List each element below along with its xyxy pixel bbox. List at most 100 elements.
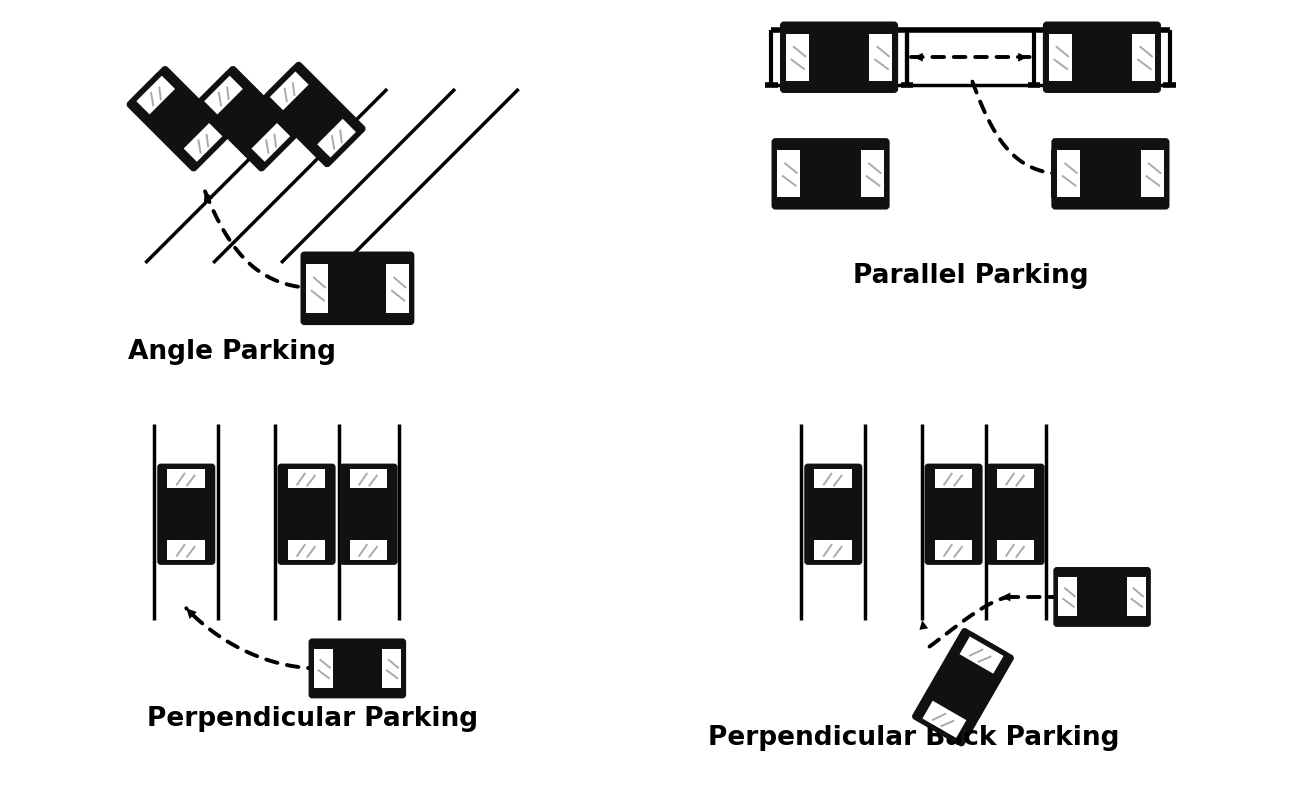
- Bar: [1141, 150, 1163, 198]
- Bar: [923, 701, 967, 738]
- Bar: [265, 138, 294, 166]
- Bar: [814, 464, 853, 466]
- Text: Angle Parking: Angle Parking: [128, 339, 336, 365]
- Bar: [198, 138, 226, 166]
- FancyArrowPatch shape: [920, 620, 928, 645]
- Bar: [996, 540, 1034, 560]
- Bar: [1043, 34, 1046, 81]
- FancyArrowPatch shape: [204, 190, 214, 202]
- Bar: [861, 150, 884, 198]
- Bar: [814, 540, 851, 560]
- Bar: [309, 649, 312, 688]
- Bar: [960, 637, 1004, 674]
- Bar: [349, 540, 387, 560]
- Bar: [167, 562, 206, 564]
- Bar: [934, 540, 972, 560]
- Bar: [167, 469, 204, 489]
- FancyBboxPatch shape: [996, 498, 1035, 530]
- Bar: [1132, 34, 1156, 81]
- Bar: [885, 150, 889, 198]
- FancyBboxPatch shape: [1091, 150, 1130, 198]
- Bar: [1157, 34, 1159, 81]
- FancyBboxPatch shape: [814, 498, 853, 530]
- FancyBboxPatch shape: [806, 465, 861, 563]
- FancyBboxPatch shape: [927, 465, 981, 563]
- Bar: [382, 649, 401, 688]
- FancyBboxPatch shape: [937, 662, 989, 712]
- Bar: [402, 649, 405, 688]
- FancyBboxPatch shape: [311, 640, 405, 697]
- FancyBboxPatch shape: [1086, 577, 1118, 618]
- Bar: [307, 264, 329, 313]
- FancyBboxPatch shape: [155, 94, 203, 143]
- FancyBboxPatch shape: [811, 150, 850, 198]
- Bar: [996, 464, 1035, 466]
- Bar: [349, 464, 388, 466]
- FancyBboxPatch shape: [1044, 23, 1159, 91]
- Text: Perpendicular Parking: Perpendicular Parking: [146, 706, 477, 732]
- FancyArrowPatch shape: [1002, 593, 1013, 602]
- FancyBboxPatch shape: [989, 465, 1043, 563]
- Bar: [785, 34, 809, 81]
- Bar: [251, 123, 290, 162]
- Bar: [934, 469, 972, 489]
- FancyBboxPatch shape: [159, 465, 214, 563]
- FancyBboxPatch shape: [167, 498, 206, 530]
- FancyBboxPatch shape: [1053, 139, 1168, 208]
- Bar: [870, 34, 893, 81]
- FancyBboxPatch shape: [280, 465, 334, 563]
- Bar: [894, 34, 897, 81]
- FancyBboxPatch shape: [128, 67, 230, 170]
- Bar: [934, 562, 973, 564]
- Bar: [771, 150, 775, 198]
- FancyBboxPatch shape: [302, 253, 413, 324]
- Bar: [1148, 578, 1150, 617]
- Bar: [1057, 150, 1080, 198]
- Bar: [184, 123, 223, 162]
- FancyArrowPatch shape: [914, 53, 934, 62]
- FancyBboxPatch shape: [819, 33, 858, 82]
- Bar: [270, 71, 308, 110]
- FancyBboxPatch shape: [782, 23, 897, 91]
- Bar: [136, 76, 175, 114]
- FancyBboxPatch shape: [914, 630, 1013, 745]
- Bar: [814, 469, 851, 489]
- FancyBboxPatch shape: [287, 498, 326, 530]
- FancyBboxPatch shape: [223, 94, 272, 143]
- Text: Perpendicular Back Parking: Perpendicular Back Parking: [708, 725, 1119, 750]
- Bar: [410, 264, 413, 313]
- Bar: [996, 469, 1034, 489]
- Bar: [167, 464, 206, 466]
- FancyBboxPatch shape: [342, 648, 373, 689]
- Bar: [934, 464, 973, 466]
- FancyArrowPatch shape: [186, 608, 197, 619]
- Bar: [287, 540, 325, 560]
- Bar: [287, 464, 326, 466]
- Bar: [996, 562, 1035, 564]
- Bar: [287, 469, 325, 489]
- Bar: [1048, 34, 1071, 81]
- Bar: [1052, 150, 1055, 198]
- FancyBboxPatch shape: [349, 498, 388, 530]
- FancyBboxPatch shape: [289, 90, 338, 138]
- FancyBboxPatch shape: [339, 263, 377, 314]
- Bar: [287, 562, 326, 564]
- Text: Parallel Parking: Parallel Parking: [853, 263, 1088, 289]
- FancyBboxPatch shape: [342, 465, 396, 563]
- FancyBboxPatch shape: [261, 63, 365, 166]
- FancyArrowPatch shape: [1007, 53, 1027, 62]
- Bar: [778, 150, 800, 198]
- Bar: [317, 118, 356, 158]
- Bar: [1053, 578, 1056, 617]
- Bar: [814, 562, 853, 564]
- Bar: [313, 649, 333, 688]
- FancyBboxPatch shape: [1083, 33, 1122, 82]
- FancyBboxPatch shape: [1055, 568, 1149, 626]
- FancyBboxPatch shape: [773, 139, 888, 208]
- FancyBboxPatch shape: [934, 498, 973, 530]
- Bar: [201, 72, 228, 99]
- Bar: [265, 67, 294, 95]
- Bar: [331, 133, 360, 161]
- Bar: [349, 562, 388, 564]
- Bar: [1058, 578, 1078, 617]
